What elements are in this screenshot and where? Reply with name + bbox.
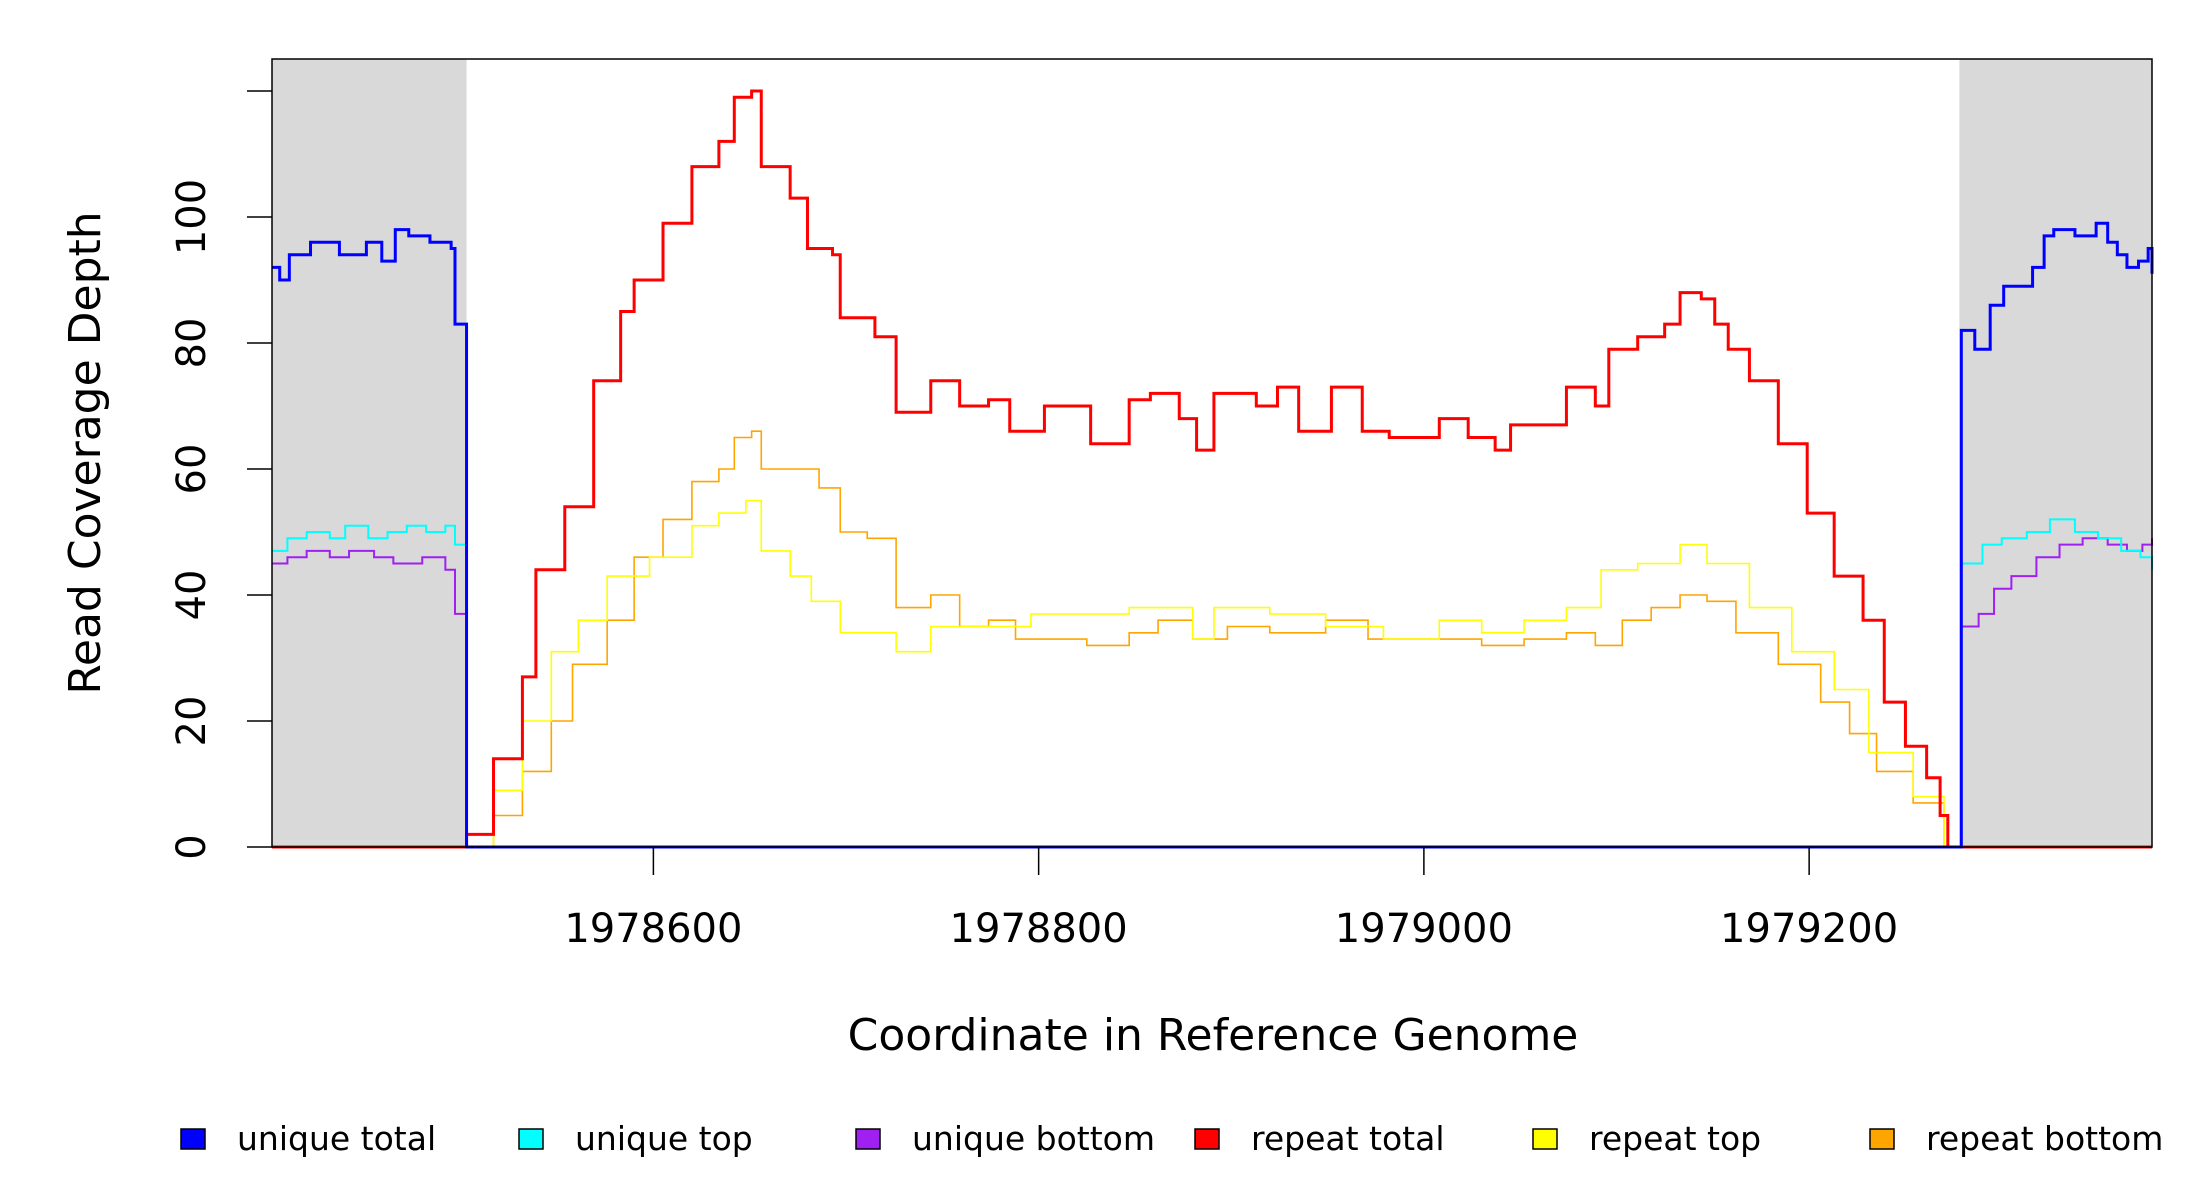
legend-label: repeat top [1589, 1119, 1761, 1158]
plot-frame [271, 58, 2153, 848]
legend-swatch [1532, 1128, 1558, 1150]
shaded-regions [272, 59, 2152, 847]
x-tick-label: 1978600 [564, 906, 742, 952]
legend-item-unique-top: unique top [518, 1119, 753, 1158]
shaded-region [1959, 59, 2152, 847]
y-tick-label: 60 [169, 444, 215, 495]
legend-swatch [518, 1128, 544, 1150]
y-axis-title: Read Coverage Depth [60, 211, 111, 694]
x-tick-label: 1978800 [950, 906, 1128, 952]
x-tick-label: 1979200 [1720, 906, 1898, 952]
legend-swatch [855, 1128, 881, 1150]
x-axis-title: Coordinate in Reference Genome [848, 1010, 1579, 1061]
series-line-unique-total [272, 221, 2154, 849]
x-axis: 1978600 1978800 1979000 1979200 [564, 847, 1898, 952]
legend-swatch [180, 1128, 206, 1150]
legend-label: repeat total [1251, 1119, 1445, 1158]
series-line-repeat-total [272, 89, 2152, 849]
y-tick-label: 100 [169, 179, 215, 255]
x-tick-label: 1979000 [1335, 906, 1513, 952]
series-lines [272, 89, 2154, 849]
legend-label: unique bottom [912, 1119, 1155, 1158]
legend-item-unique-bottom: unique bottom [855, 1119, 1155, 1158]
legend-label: repeat bottom [1926, 1119, 2163, 1158]
legend-item-repeat-bottom: repeat bottom [1869, 1119, 2163, 1158]
legend-item-unique-total: unique total [180, 1119, 436, 1158]
legend-label: unique total [237, 1119, 436, 1158]
legend-swatch [1869, 1128, 1895, 1150]
legend-item-repeat-total: repeat total [1194, 1119, 1445, 1158]
legend-item-repeat-top: repeat top [1532, 1119, 1761, 1158]
y-tick-label: 80 [169, 318, 215, 369]
legend: unique total unique top unique bottom repea… [180, 1119, 2163, 1158]
legend-swatch [1194, 1128, 1220, 1150]
y-tick-label: 0 [169, 834, 215, 859]
legend-label: unique top [575, 1119, 753, 1158]
series-line-unique-bottom [272, 537, 2153, 848]
series-line-repeat-top [272, 499, 2152, 848]
series-line-repeat-bottom [272, 430, 2152, 848]
y-tick-label: 20 [169, 696, 215, 747]
y-tick-label: 40 [169, 570, 215, 621]
y-axis: 0 20 40 60 80 100 [169, 90, 272, 860]
shaded-region [272, 59, 467, 847]
